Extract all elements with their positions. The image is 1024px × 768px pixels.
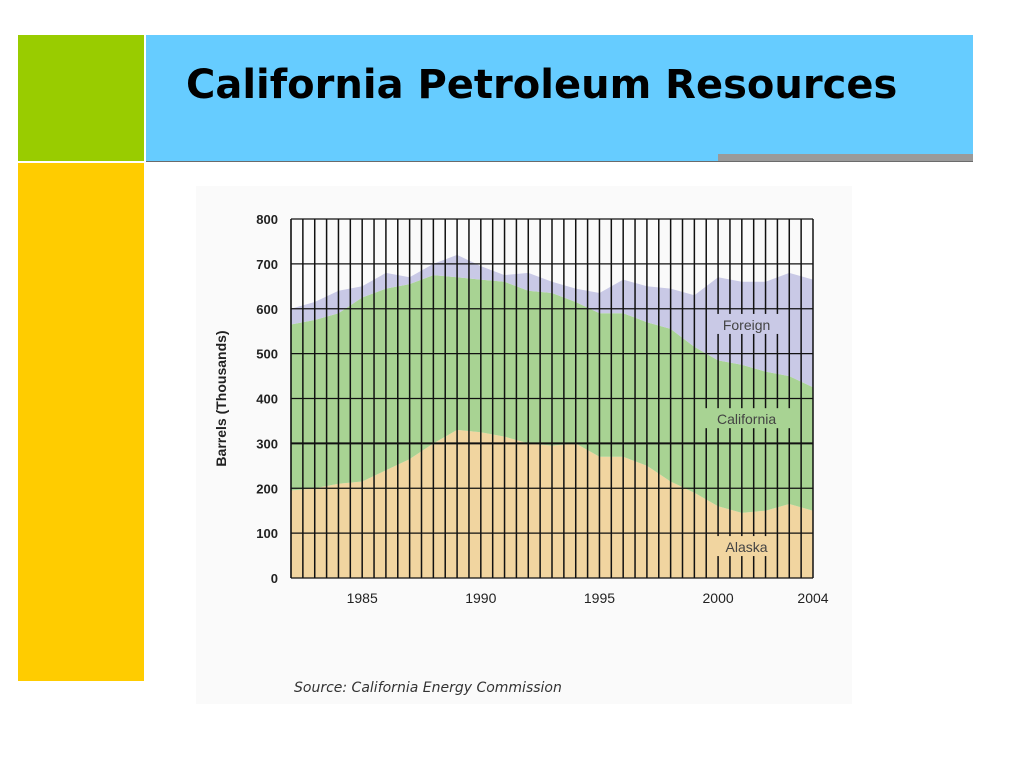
x-tick-label: 1995 bbox=[584, 590, 615, 606]
y-tick-label: 200 bbox=[256, 481, 278, 496]
x-tick-label: 1990 bbox=[465, 590, 496, 606]
series-label-background-alaska bbox=[716, 536, 777, 557]
series-label-background-foreign bbox=[712, 313, 781, 334]
slide-title: California Petroleum Resources bbox=[186, 62, 898, 108]
yellow-accent-block bbox=[18, 163, 144, 681]
y-tick-label: 800 bbox=[256, 212, 278, 227]
y-tick-label: 500 bbox=[256, 347, 278, 362]
x-tick-label: 2004 bbox=[797, 590, 828, 606]
y-tick-label: 300 bbox=[256, 436, 278, 451]
grid-layer bbox=[290, 218, 814, 579]
y-tick-label: 700 bbox=[256, 257, 278, 272]
series-area-foreign bbox=[291, 254, 813, 388]
x-tick-label: 2000 bbox=[703, 590, 734, 606]
series-label-background-california bbox=[699, 408, 794, 429]
label-layer: 0 100 200 300 400 500 600 700 800 1985 1990 1995 200… bbox=[213, 212, 829, 606]
series-label-foreign: Foreign bbox=[723, 317, 770, 333]
green-accent-block bbox=[18, 35, 144, 161]
series-label-alaska: Alaska bbox=[726, 539, 768, 555]
y-tick-label: 0 bbox=[271, 571, 278, 586]
y-axis-label: Barrels (Thousands) bbox=[213, 330, 229, 466]
title-accent-bar bbox=[718, 154, 973, 161]
y-tick-label: 600 bbox=[256, 302, 278, 317]
x-tick-label: 1985 bbox=[347, 590, 378, 606]
source-note: Source: California Energy Commission bbox=[294, 680, 562, 696]
y-tick-label: 400 bbox=[256, 392, 278, 407]
title-underline bbox=[146, 161, 973, 162]
y-tick-label: 100 bbox=[256, 526, 278, 541]
title-bar: California Petroleum Resources bbox=[146, 35, 973, 161]
series-label-california: California bbox=[717, 411, 776, 427]
petroleum-stacked-area-chart: 0 100 200 300 400 500 600 700 800 1985 1990 1995 200… bbox=[213, 212, 829, 606]
